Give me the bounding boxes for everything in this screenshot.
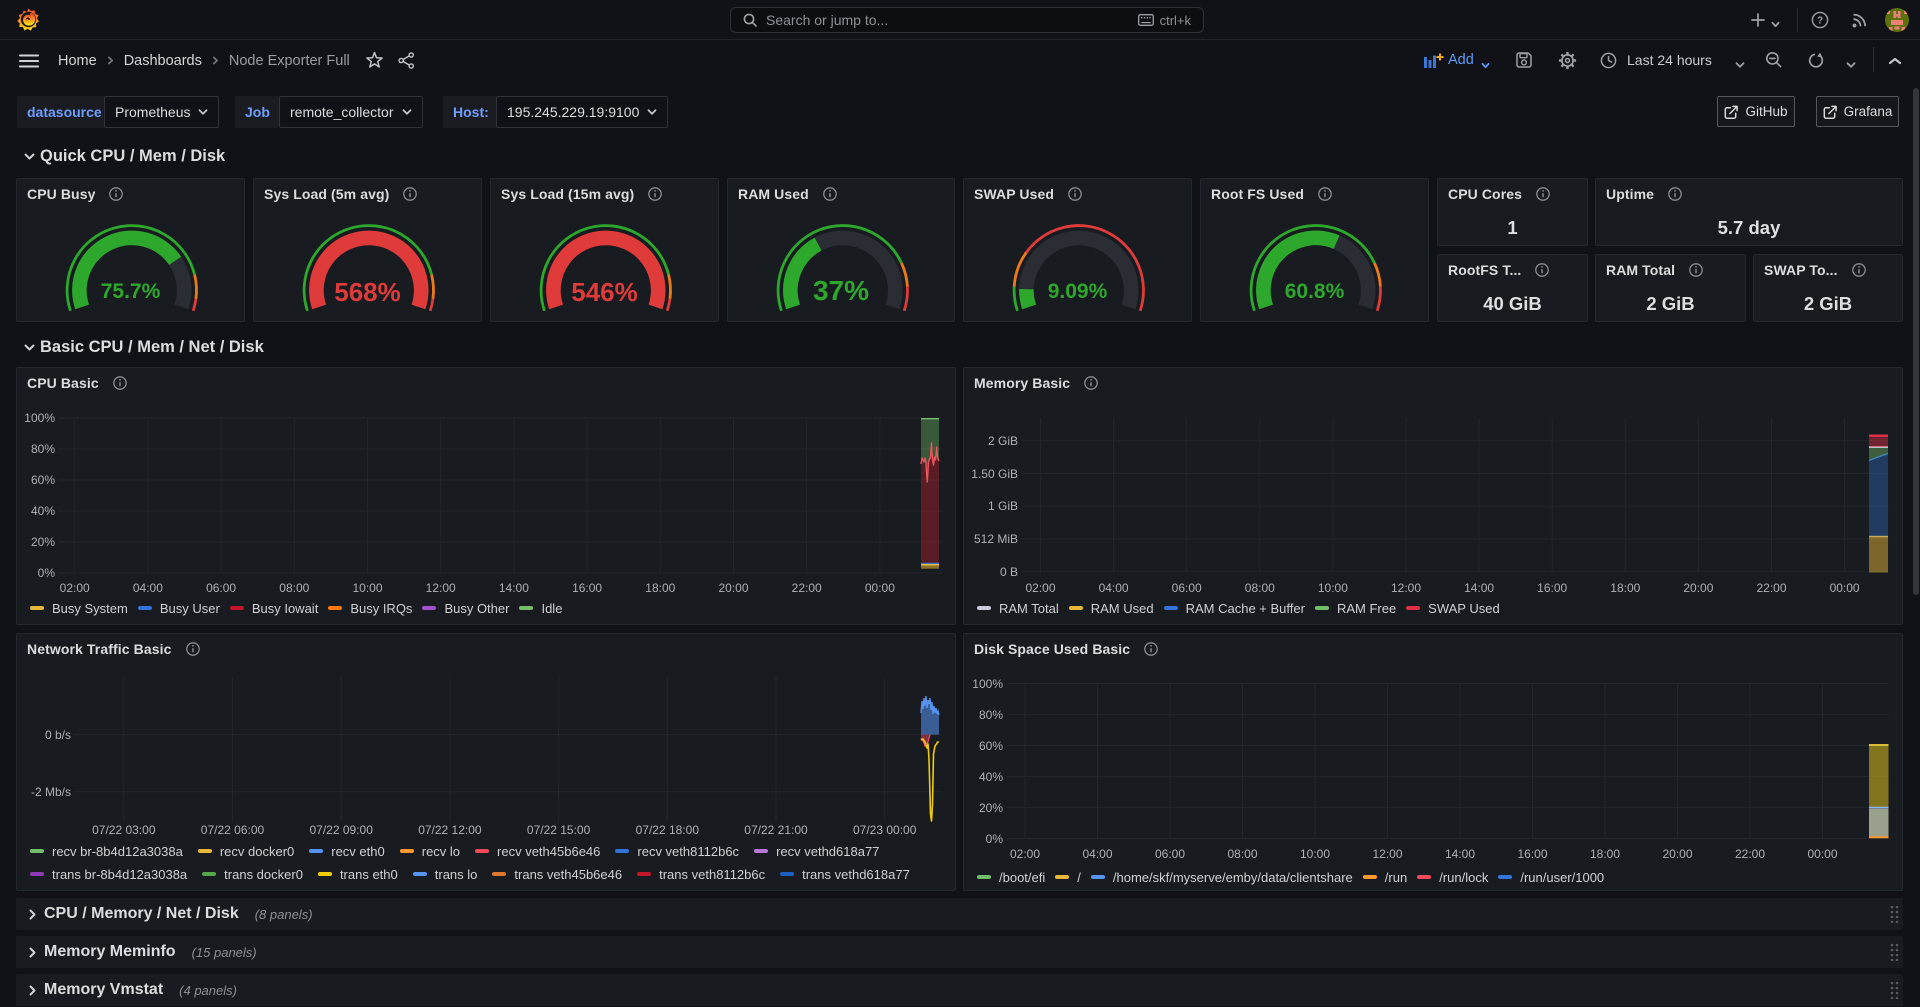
- svg-text:?: ?: [1817, 15, 1823, 26]
